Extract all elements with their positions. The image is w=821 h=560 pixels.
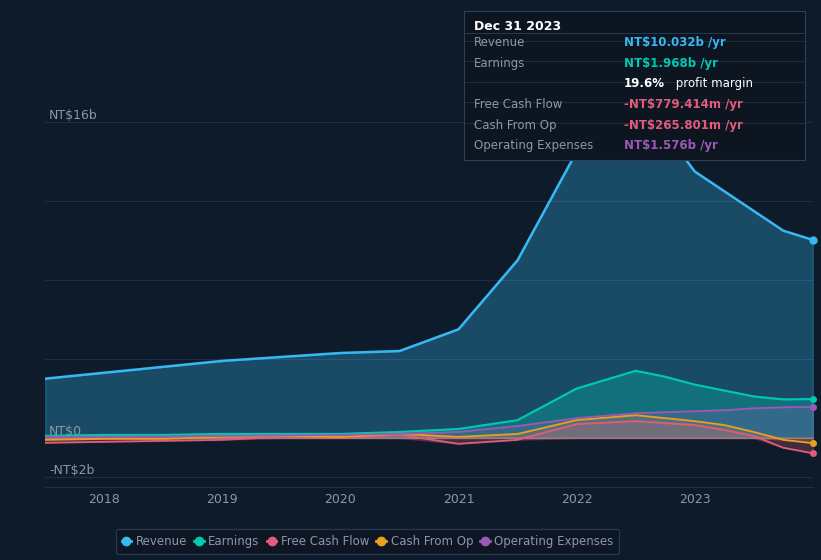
Text: Free Cash Flow: Free Cash Flow	[474, 98, 562, 111]
Text: Revenue: Revenue	[474, 36, 525, 49]
Text: NT$10.032b /yr: NT$10.032b /yr	[624, 36, 726, 49]
Text: -NT$779.414m /yr: -NT$779.414m /yr	[624, 98, 743, 111]
Text: 19.6%: 19.6%	[624, 77, 665, 91]
Text: NT$16b: NT$16b	[49, 109, 98, 122]
Text: Cash From Op: Cash From Op	[474, 119, 557, 132]
Legend: Revenue, Earnings, Free Cash Flow, Cash From Op, Operating Expenses: Revenue, Earnings, Free Cash Flow, Cash …	[116, 529, 620, 554]
Text: NT$0: NT$0	[49, 425, 82, 438]
Text: -NT$265.801m /yr: -NT$265.801m /yr	[624, 119, 743, 132]
Text: Dec 31 2023: Dec 31 2023	[474, 20, 562, 33]
Text: profit margin: profit margin	[672, 77, 753, 91]
Text: NT$1.576b /yr: NT$1.576b /yr	[624, 139, 718, 152]
Text: -NT$2b: -NT$2b	[49, 464, 94, 477]
Text: NT$1.968b /yr: NT$1.968b /yr	[624, 57, 718, 70]
Text: Operating Expenses: Operating Expenses	[474, 139, 594, 152]
Text: Earnings: Earnings	[474, 57, 525, 70]
